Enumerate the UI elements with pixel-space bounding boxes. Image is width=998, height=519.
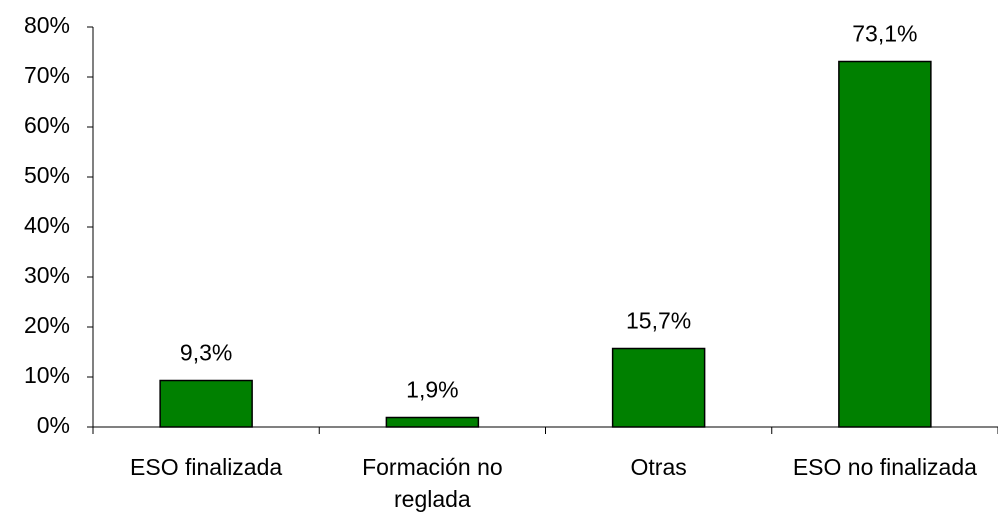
y-tick-label: 40%: [24, 212, 70, 238]
x-tick-label: Formación no reglada: [362, 454, 503, 512]
y-tick-label: 60%: [24, 112, 70, 138]
x-tick-label: ESO finalizada: [130, 454, 283, 480]
y-tick-label: 20%: [24, 312, 70, 338]
value-label: 15,7%: [626, 308, 691, 334]
y-tick-label: 70%: [24, 62, 70, 88]
bar: [611, 347, 706, 428]
bar: [159, 379, 253, 428]
y-tick-label: 10%: [24, 362, 70, 388]
value-label: 9,3%: [180, 340, 232, 366]
x-tick-label: ESO no finalizada: [792, 454, 977, 480]
value-label: 1,9%: [406, 377, 458, 403]
y-tick-label: 50%: [24, 162, 70, 188]
bar: [838, 60, 932, 428]
y-tick-label: 0%: [37, 412, 70, 438]
bar: [385, 416, 480, 428]
y-tick-label: 80%: [24, 12, 70, 38]
y-tick-label: 30%: [24, 262, 70, 288]
value-label: 73,1%: [852, 21, 917, 47]
x-tick-label: Otras: [630, 454, 687, 480]
